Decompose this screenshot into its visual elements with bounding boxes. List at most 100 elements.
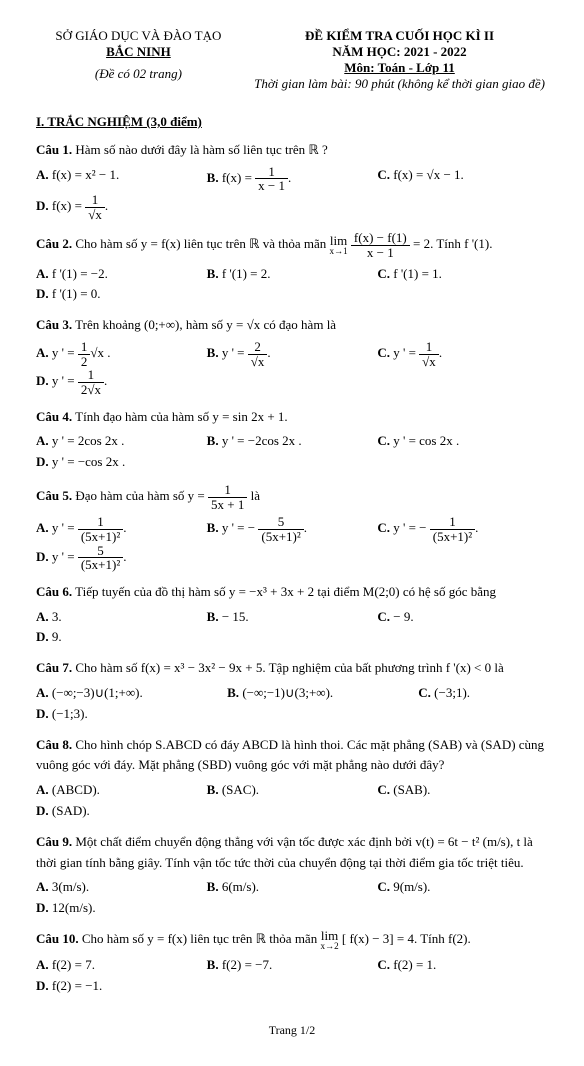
q5-b-den: (5x+1)²	[258, 530, 303, 544]
q3-a-num: 1	[78, 340, 91, 355]
q9-d-text: 12(m/s).	[52, 900, 96, 915]
q4-label: Câu 4.	[36, 409, 72, 424]
question-4: Câu 4. Tính đạo hàm của hàm số y = sin 2…	[36, 407, 548, 473]
q3-c-num: 1	[419, 340, 439, 355]
q2-a-text: f '(1) = −2.	[52, 266, 108, 281]
q5-choice-c: C. y ' = − 1(5x+1)².	[377, 515, 548, 543]
q1-d-suf: .	[105, 198, 108, 213]
q2-choice-a: A. f '(1) = −2.	[36, 264, 207, 285]
q3-text: Trên khoảng (0;+∞), hàm số y = √x có đạo…	[75, 317, 336, 332]
q1-choice-d: D. f(x) = 1√x.	[36, 193, 548, 221]
q5-choice-d: D. y ' = 5(5x+1)².	[36, 544, 548, 572]
q1-d-den: √x	[85, 208, 105, 222]
q10-choices: A. f(2) = 7. B. f(2) = −7. C. f(2) = 1. …	[36, 955, 548, 997]
q10-choice-a: A. f(2) = 7.	[36, 955, 207, 976]
q5-b-pre: y ' = −	[222, 520, 259, 535]
q7-choice-a: A. (−∞;−3)∪(1;+∞).	[36, 683, 227, 704]
q5-c-pre: y ' = −	[393, 520, 430, 535]
q1-text: Hàm số nào dưới đây là hàm số liên tục t…	[75, 142, 327, 157]
q5-text-b: là	[251, 488, 260, 503]
q4-c-text: y ' = cos 2x .	[393, 433, 459, 448]
q8-a-text: (ABCD).	[52, 782, 100, 797]
question-8: Câu 8. Cho hình chóp S.ABCD có đáy ABCD …	[36, 735, 548, 822]
q5-a-num: 1	[78, 515, 123, 530]
q5-d-suf: .	[123, 549, 126, 564]
q6-d-text: 9.	[52, 629, 62, 644]
q8-text: Cho hình chóp S.ABCD có đáy ABCD là hình…	[36, 737, 544, 773]
q6-choice-d: D. 9.	[36, 627, 548, 648]
q10-a-text: f(2) = 7.	[52, 957, 95, 972]
q10-choice-d: D. f(2) = −1.	[36, 976, 548, 997]
q9-choice-c: C. 9(m/s).	[377, 877, 548, 898]
q5-c-num: 1	[430, 515, 475, 530]
q5-b-num: 5	[258, 515, 303, 530]
q2-choices: A. f '(1) = −2. B. f '(1) = 2. C. f '(1)…	[36, 264, 548, 306]
q5-text-a: Đạo hàm của hàm số y =	[75, 488, 208, 503]
q7-choice-c: C. (−3;1).	[418, 683, 548, 704]
q7-d-text: (−1;3).	[52, 706, 88, 721]
q5-a-den: (5x+1)²	[78, 530, 123, 544]
q3-choice-b: B. y ' = 2√x.	[207, 340, 378, 368]
q5-choice-b: B. y ' = − 5(5x+1)².	[207, 515, 378, 543]
q7-c-text: (−3;1).	[434, 685, 470, 700]
q1-b-suf: .	[288, 170, 291, 185]
q5-b-suf: .	[304, 520, 307, 535]
q8-choice-c: C. (SAB).	[377, 780, 548, 801]
q5-a-pre: y ' =	[52, 520, 78, 535]
q6-c-text: − 9.	[393, 609, 413, 624]
q6-text: Tiếp tuyến của đồ thị hàm số y = −x³ + 3…	[75, 584, 496, 599]
q6-choice-a: A. 3.	[36, 607, 207, 628]
question-6: Câu 6. Tiếp tuyến của đồ thị hàm số y = …	[36, 582, 548, 648]
school-year: NĂM HỌC: 2021 - 2022	[251, 44, 548, 60]
q4-choices: A. y ' = 2cos 2x . B. y ' = −2cos 2x . C…	[36, 431, 548, 473]
q8-choices: A. (ABCD). B. (SAC). C. (SAB). D. (SAD).	[36, 780, 548, 822]
question-9: Câu 9. Một chất điểm chuyển động thẳng v…	[36, 832, 548, 919]
q5-d-num: 5	[78, 544, 123, 559]
q2-d-text: f '(1) = 0.	[52, 286, 101, 301]
question-3: Câu 3. Trên khoảng (0;+∞), hàm số y = √x…	[36, 315, 548, 396]
q7-b-text: (−∞;−1)∪(3;+∞).	[242, 685, 333, 700]
subject: Môn: Toán - Lớp 11	[251, 60, 548, 76]
q5-c-suf: .	[475, 520, 478, 535]
q9-choice-b: B. 6(m/s).	[207, 877, 378, 898]
q8-choice-b: B. (SAC).	[207, 780, 378, 801]
q5-d-pre: y ' =	[52, 549, 78, 564]
q6-choice-c: C. − 9.	[377, 607, 548, 628]
q8-label: Câu 8.	[36, 737, 72, 752]
q4-b-text: y ' = −2cos 2x .	[222, 433, 302, 448]
q7-choice-d: D. (−1;3).	[36, 704, 548, 725]
q1-b-pre: f(x) =	[222, 170, 255, 185]
q10-lim: lim	[320, 929, 338, 942]
q3-d-pre: y ' =	[52, 373, 78, 388]
q3-a-pre: y ' =	[52, 345, 78, 360]
q1-a-text: f(x) = x² − 1.	[52, 167, 119, 182]
section-1-title: I. TRẮC NGHIỆM (3,0 điểm)	[36, 114, 548, 130]
q9-choices: A. 3(m/s). B. 6(m/s). C. 9(m/s). D. 12(m…	[36, 877, 548, 919]
header-right: ĐỀ KIỂM TRA CUỐI HỌC KÌ II NĂM HỌC: 2021…	[251, 28, 548, 92]
q9-label: Câu 9.	[36, 834, 72, 849]
q9-choice-d: D. 12(m/s).	[36, 898, 548, 919]
q5-c-den: (5x+1)²	[430, 530, 475, 544]
q7-label: Câu 7.	[36, 660, 72, 675]
q10-b-text: f(2) = −7.	[222, 957, 272, 972]
q10-text-b: [ f(x) − 3] = 4. Tính f(2).	[342, 931, 471, 946]
q7-choice-b: B. (−∞;−1)∪(3;+∞).	[227, 683, 418, 704]
q5-t-num: 1	[208, 483, 247, 498]
question-10: Câu 10. Cho hàm số y = f(x) liên tục trê…	[36, 929, 548, 997]
q4-choice-a: A. y ' = 2cos 2x .	[36, 431, 207, 452]
q9-a-text: 3(m/s).	[52, 879, 89, 894]
q3-choice-c: C. y ' = 1√x.	[377, 340, 548, 368]
q3-label: Câu 3.	[36, 317, 72, 332]
q2-c-text: f '(1) = 1.	[393, 266, 442, 281]
q1-b-den: x − 1	[255, 179, 288, 193]
q5-t-den: 5x + 1	[208, 498, 247, 512]
q3-c-den: √x	[419, 355, 439, 369]
q9-c-text: 9(m/s).	[393, 879, 430, 894]
q8-b-text: (SAC).	[222, 782, 259, 797]
q3-a-suf: √x .	[90, 345, 110, 360]
q10-label: Câu 10.	[36, 931, 79, 946]
q2-text-b: = 2. Tính f '(1).	[413, 236, 492, 251]
q3-d-den: 2√x	[78, 383, 104, 397]
q8-choice-a: A. (ABCD).	[36, 780, 207, 801]
q1-d-num: 1	[85, 193, 105, 208]
